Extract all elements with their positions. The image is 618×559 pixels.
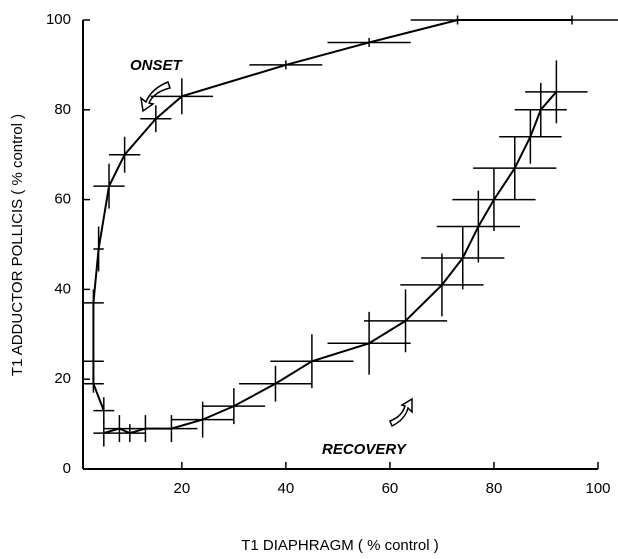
y-tick-label: 20 [54, 370, 71, 387]
x-tick-label: 40 [278, 480, 295, 497]
y-axis-title: T1 ADDUCTOR POLLICIS ( % control ) [9, 114, 26, 376]
x-tick-label: 60 [382, 480, 399, 497]
curve [92, 19, 572, 411]
x-tick-label: 20 [173, 480, 190, 497]
series-label: RECOVERY [322, 441, 408, 458]
y-tick-label: 100 [46, 11, 71, 28]
recovery-arrow [389, 397, 413, 428]
x-axis-title: T1 DIAPHRAGM ( % control ) [241, 537, 439, 554]
x-tick-label: 100 [585, 480, 610, 497]
y-tick-label: 40 [54, 280, 71, 297]
y-tick-label: 0 [63, 460, 71, 477]
series-label: ONSET [130, 57, 184, 74]
onset-arrow [139, 81, 171, 113]
x-tick-label: 80 [486, 480, 503, 497]
y-tick-label: 60 [54, 191, 71, 208]
y-tick-label: 80 [54, 101, 71, 118]
curve [103, 91, 558, 435]
